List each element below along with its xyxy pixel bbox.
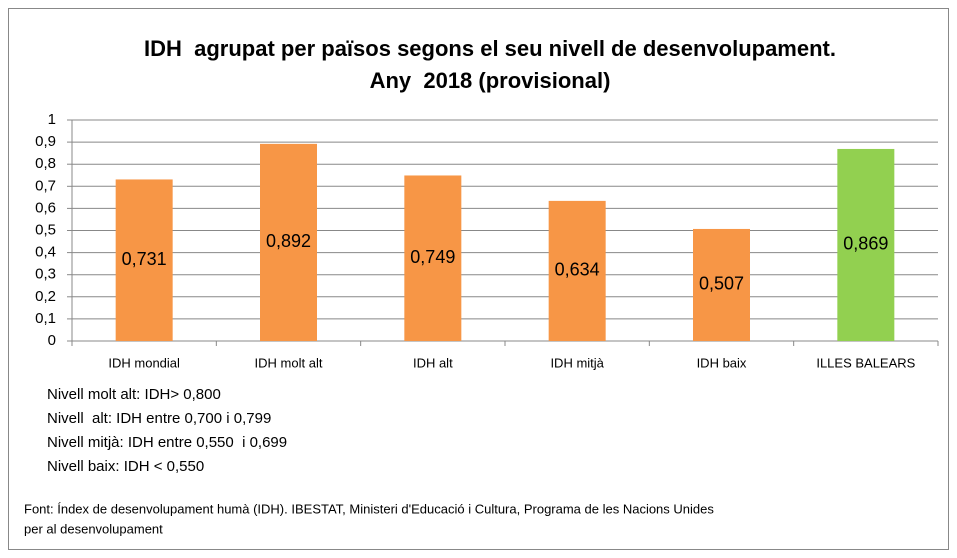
x-tick-label: IDH mitjà — [550, 355, 604, 370]
source: per al desenvolupament — [24, 521, 163, 536]
source: Font: Índex de desenvolupament humà (IDH… — [24, 501, 714, 516]
bar — [260, 143, 317, 341]
bar — [548, 200, 606, 341]
bar — [837, 148, 895, 341]
y-tick-label: 0,6 — [35, 199, 56, 216]
data-label: 0,507 — [699, 274, 744, 294]
note: Nivell mitjà: IDH entre 0,550 i 0,699 — [47, 434, 287, 451]
data-label: 0,892 — [266, 231, 311, 251]
y-tick-label: 0,2 — [35, 288, 56, 305]
x-tick-label: IDH alt — [413, 355, 453, 370]
x-tick-label: IDH baix — [697, 355, 747, 370]
bar — [693, 228, 750, 341]
y-tick-label: 0 — [48, 332, 56, 349]
y-tick-label: 0,5 — [35, 221, 56, 238]
x-tick-label: ILLES BALEARS — [816, 355, 915, 370]
y-tick-label: 0,8 — [35, 155, 56, 172]
x-tick-label: IDH mondial — [108, 355, 180, 370]
bar — [404, 175, 462, 341]
bar — [115, 179, 173, 341]
chart-title: IDH agrupat per països segons el seu niv… — [144, 36, 836, 61]
y-tick-label: 0,9 — [35, 133, 56, 150]
note: Nivell baix: IDH < 0,550 — [47, 458, 204, 475]
data-label: 0,731 — [122, 249, 167, 269]
note: Nivell molt alt: IDH> 0,800 — [47, 386, 221, 403]
x-tick-label: IDH molt alt — [255, 355, 323, 370]
y-tick-label: 0,3 — [35, 266, 56, 283]
note: Nivell alt: IDH entre 0,700 i 0,799 — [47, 410, 271, 427]
data-label: 0,869 — [843, 234, 888, 254]
data-label: 0,634 — [555, 260, 600, 280]
y-tick-label: 0,1 — [35, 310, 56, 327]
y-tick-label: 1 — [48, 111, 56, 128]
y-tick-label: 0,4 — [35, 244, 56, 261]
data-label: 0,749 — [410, 247, 455, 267]
y-tick-label: 0,7 — [35, 177, 56, 194]
chart-title: Any 2018 (provisional) — [370, 68, 611, 93]
